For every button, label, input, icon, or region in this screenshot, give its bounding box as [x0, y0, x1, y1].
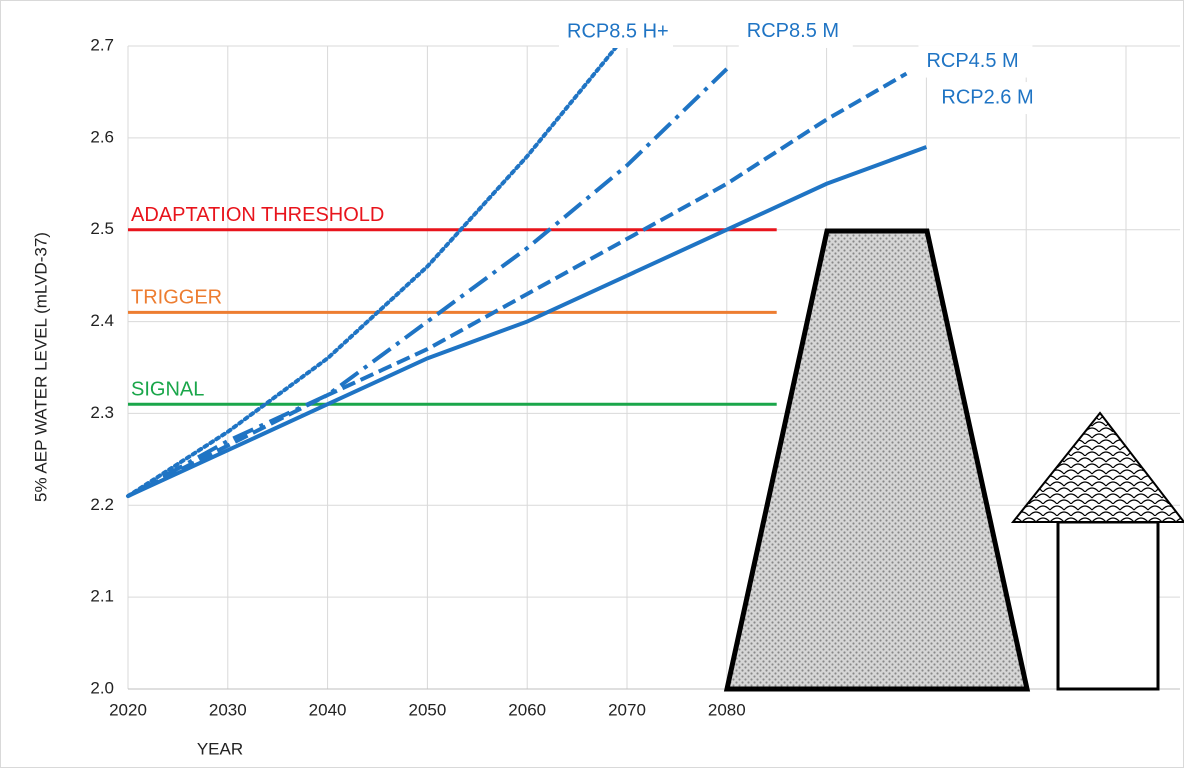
y-tick-label: 2.0: [90, 678, 114, 697]
y-tick-label: 2.6: [90, 127, 114, 146]
x-axis-title: YEAR: [197, 739, 243, 758]
house-roof: [1013, 413, 1184, 522]
y-tick-label: 2.4: [90, 311, 114, 330]
reference-label: ADAPTATION THRESHOLD: [131, 204, 384, 226]
series-line: [128, 46, 617, 496]
y-axis-title: 5% AEP WATER LEVEL (mLVD-37): [31, 232, 50, 502]
series-label: RCP8.5 H+: [567, 20, 669, 42]
y-tick-label: 2.3: [90, 403, 114, 422]
x-tick-label: 2030: [209, 700, 247, 719]
series-label: RCP2.6 M: [941, 86, 1033, 108]
y-tick-label: 2.1: [90, 587, 114, 606]
chart: 2.0 2.1 2.2 2.3 2.4 2.5 2.6 2.7 2020 2030 2040 2050…: [0, 0, 1184, 768]
house-body: [1058, 522, 1158, 689]
y-tick-label: 2.5: [90, 219, 114, 238]
x-tick-label: 2080: [708, 700, 746, 719]
x-tick-label: 2020: [109, 700, 147, 719]
series-label: RCP4.5 M: [926, 50, 1018, 72]
reference-label: SIGNAL: [131, 379, 204, 401]
y-tick-label: 2.2: [90, 495, 114, 514]
series-label: RCP8.5 M: [747, 20, 839, 42]
y-tick-label: 2.7: [90, 35, 114, 54]
x-tick-label: 2070: [608, 700, 646, 719]
x-tick-label: 2040: [309, 700, 347, 719]
reference-label: TRIGGER: [131, 287, 222, 309]
x-tick-label: 2060: [508, 700, 546, 719]
dike: [727, 231, 1027, 689]
x-tick-label: 2050: [408, 700, 446, 719]
